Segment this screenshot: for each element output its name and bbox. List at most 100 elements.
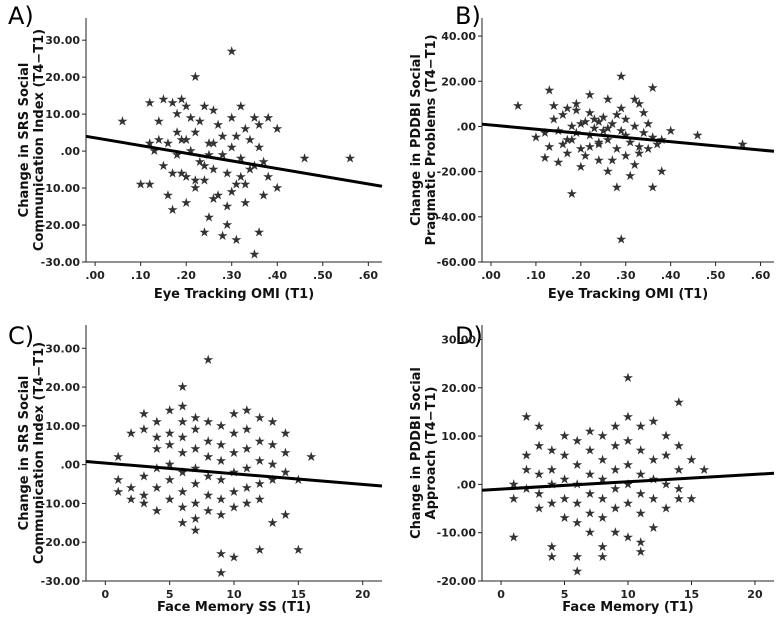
data-point: ★ <box>737 138 749 153</box>
data-point: ★ <box>609 482 621 497</box>
data-point: ★ <box>642 117 654 132</box>
data-point: ★ <box>208 192 220 207</box>
data-point: ★ <box>597 429 609 444</box>
data-point: ★ <box>293 473 305 488</box>
data-point: ★ <box>593 135 605 150</box>
data-point: ★ <box>571 104 583 119</box>
data-point: ★ <box>521 410 533 425</box>
panel-letter: C) <box>8 322 34 350</box>
data-point: ★ <box>533 502 545 517</box>
data-point: ★ <box>215 508 227 523</box>
data-point: ★ <box>190 442 202 457</box>
data-point: ★ <box>202 489 214 504</box>
data-point: ★ <box>593 153 605 168</box>
data-point: ★ <box>254 477 266 492</box>
data-point: ★ <box>665 124 677 139</box>
data-point: ★ <box>622 371 634 386</box>
data-point: ★ <box>622 497 634 512</box>
data-point: ★ <box>553 156 565 171</box>
data-point: ★ <box>254 411 266 426</box>
data-point: ★ <box>117 115 129 130</box>
x-tick-label: 5 <box>561 588 569 601</box>
data-point: ★ <box>609 439 621 454</box>
x-tick-label: 0 <box>497 588 505 601</box>
data-point: ★ <box>660 477 672 492</box>
data-point: ★ <box>602 92 614 107</box>
data-point: ★ <box>566 187 578 202</box>
y-tick-label: -20.00 <box>41 219 81 232</box>
data-point: ★ <box>190 423 202 438</box>
data-point: ★ <box>215 438 227 453</box>
x-tick-label: .10 <box>526 269 546 282</box>
data-point: ★ <box>190 524 202 539</box>
data-point: ★ <box>254 454 266 469</box>
data-point: ★ <box>660 448 672 463</box>
data-point: ★ <box>241 403 253 418</box>
data-point: ★ <box>208 163 220 178</box>
data-point: ★ <box>176 133 188 148</box>
data-point: ★ <box>673 482 685 497</box>
data-point: ★ <box>571 516 583 531</box>
data-point: ★ <box>571 434 583 449</box>
data-point: ★ <box>648 415 660 430</box>
y-axis-title-line: Change in SRS Social <box>17 63 32 218</box>
data-point: ★ <box>508 531 520 546</box>
x-tick-label: .30 <box>616 269 636 282</box>
panel-letter: A) <box>8 2 34 30</box>
data-point: ★ <box>544 83 556 98</box>
data-point: ★ <box>611 142 623 157</box>
data-point: ★ <box>622 410 634 425</box>
data-point: ★ <box>698 463 710 478</box>
y-axis-title-line: Communication Index (T4−T1) <box>32 342 47 564</box>
data-point: ★ <box>176 92 188 107</box>
data-point: ★ <box>176 166 188 181</box>
y-tick-label: -60.00 <box>437 256 477 269</box>
data-point: ★ <box>588 113 600 128</box>
data-point: ★ <box>533 468 545 483</box>
x-axis-title: Eye Tracking OMI (T1) <box>548 287 708 302</box>
data-point: ★ <box>177 500 189 515</box>
data-point: ★ <box>190 462 202 477</box>
data-point: ★ <box>253 140 265 155</box>
x-tick-label: 0 <box>101 588 109 601</box>
data-point: ★ <box>344 151 356 166</box>
data-point: ★ <box>228 485 240 500</box>
data-point: ★ <box>262 111 274 126</box>
data-point: ★ <box>148 144 160 159</box>
data-point: ★ <box>262 170 274 185</box>
data-point: ★ <box>138 496 150 511</box>
data-point: ★ <box>177 430 189 445</box>
data-point: ★ <box>656 165 668 180</box>
data-point: ★ <box>230 177 242 192</box>
data-point: ★ <box>620 113 632 128</box>
data-point: ★ <box>615 232 627 247</box>
data-point: ★ <box>606 117 618 132</box>
data-point: ★ <box>162 137 174 152</box>
data-point: ★ <box>144 177 156 192</box>
x-tick-label: 10 <box>620 588 636 601</box>
data-point: ★ <box>212 188 224 203</box>
data-point: ★ <box>164 438 176 453</box>
data-point: ★ <box>226 185 238 200</box>
data-point: ★ <box>588 122 600 137</box>
data-point: ★ <box>571 564 583 579</box>
data-point: ★ <box>158 159 170 174</box>
data-point: ★ <box>212 118 224 133</box>
data-point: ★ <box>571 497 583 512</box>
data-point: ★ <box>249 248 261 263</box>
data-point: ★ <box>647 180 659 195</box>
data-point: ★ <box>167 166 179 181</box>
data-point: ★ <box>602 133 614 148</box>
data-point: ★ <box>622 458 634 473</box>
regression-line <box>481 471 775 492</box>
data-point: ★ <box>584 444 596 459</box>
data-point: ★ <box>194 155 206 170</box>
data-point: ★ <box>177 446 189 461</box>
data-point: ★ <box>508 477 520 492</box>
y-axis-title-line: Pragmatic Problems (T4−T1) <box>424 34 439 245</box>
data-point: ★ <box>593 138 605 153</box>
data-point: ★ <box>241 481 253 496</box>
y-axis-title: Change in PDDBI SocialApproach (T4−T1) <box>409 367 439 539</box>
data-point: ★ <box>271 181 283 196</box>
data-point: ★ <box>199 225 211 240</box>
